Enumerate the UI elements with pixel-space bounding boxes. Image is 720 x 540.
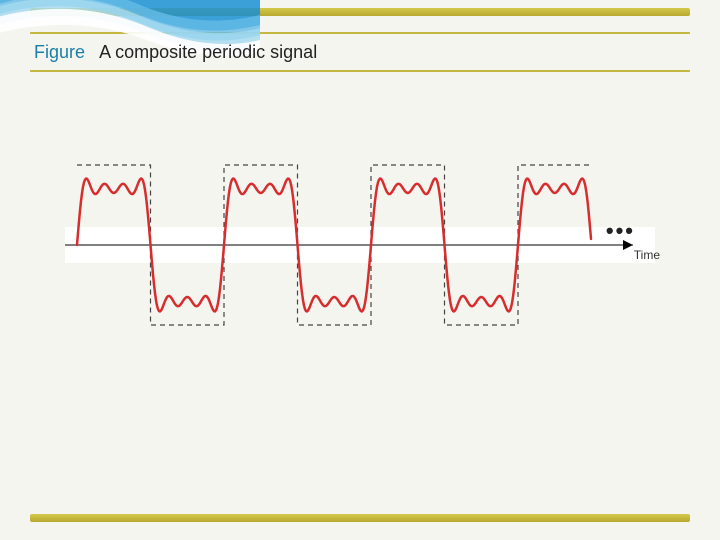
- title-underline-2: [30, 70, 690, 72]
- time-axis-label: Time: [634, 248, 660, 262]
- signal-svg: [65, 130, 655, 360]
- figure-title: Figure A composite periodic signal: [34, 42, 317, 63]
- signal-chart: ••• Time: [65, 130, 655, 360]
- figure-label: Figure: [34, 42, 85, 62]
- title-underline-1: [30, 32, 690, 34]
- figure-caption: A composite periodic signal: [99, 42, 317, 62]
- bottom-accent-band: [30, 514, 690, 522]
- top-accent-band: [30, 8, 690, 16]
- continuation-ellipsis: •••: [606, 218, 635, 244]
